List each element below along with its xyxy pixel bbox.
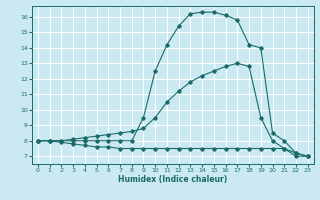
X-axis label: Humidex (Indice chaleur): Humidex (Indice chaleur) [118,175,228,184]
